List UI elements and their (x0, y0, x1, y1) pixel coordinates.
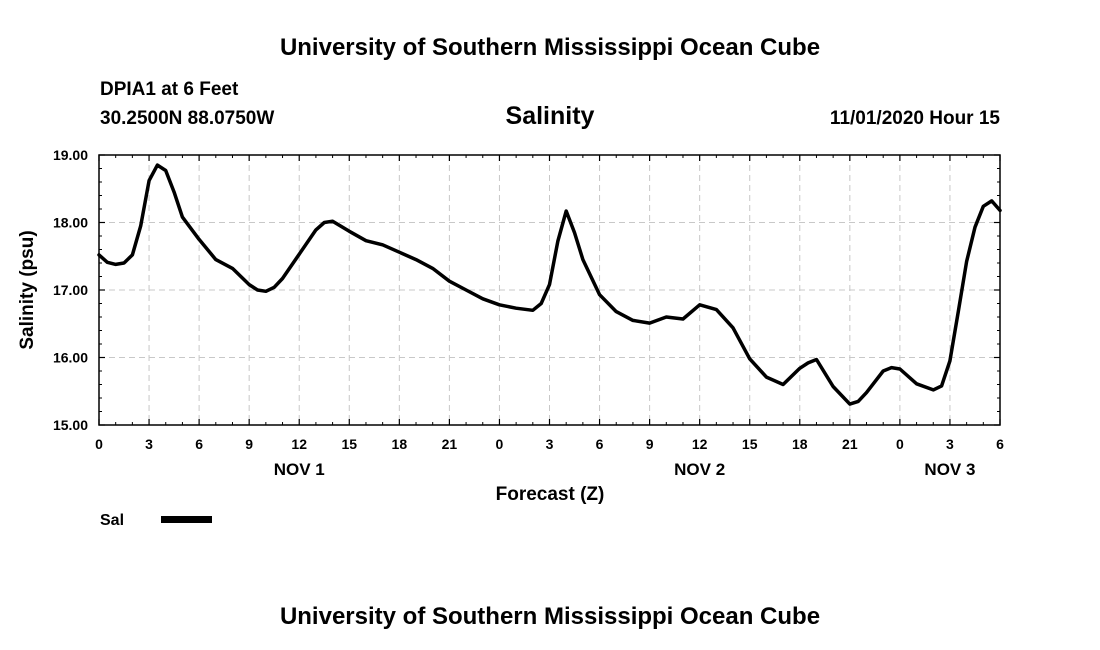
x-tick-label: 9 (646, 436, 654, 452)
x-tick-label: 21 (842, 436, 858, 452)
x-tick-label: 12 (291, 436, 307, 452)
y-tick-label: 18.00 (53, 215, 88, 231)
date-labels: NOV 1 NOV 2 NOV 3 (274, 460, 976, 479)
y-tick-label: 16.00 (53, 350, 88, 366)
chart-title-bottom: University of Southern Mississippi Ocean… (280, 603, 820, 630)
x-tick-label: 3 (946, 436, 954, 452)
series-line-sal (97, 163, 1002, 406)
legend-swatch-sal (161, 516, 212, 523)
legend-label-sal: Sal (100, 512, 124, 529)
x-tick-label: 6 (596, 436, 604, 452)
chart-title-top: University of Southern Mississippi Ocean… (280, 34, 820, 61)
x-tick-label: 21 (442, 436, 458, 452)
y-tick-label: 15.00 (53, 417, 88, 433)
x-tick-label: 3 (546, 436, 554, 452)
y-axis-title: Salinity (psu) (17, 230, 38, 349)
x-tick-label: 15 (341, 436, 357, 452)
grid-lines (99, 155, 1000, 425)
x-tick-label: 15 (742, 436, 758, 452)
x-tick-label: 18 (392, 436, 408, 452)
x-tick-label: 6 (195, 436, 203, 452)
legend: Sal (100, 512, 212, 529)
x-tick-label: 0 (95, 436, 103, 452)
x-ticks: 0 3 6 9 12 15 18 21 0 3 6 9 12 15 18 21 0 3 6 (95, 155, 1004, 452)
coordinates-label: 30.2500N 88.0750W (100, 108, 274, 129)
y-tick-label: 17.00 (53, 282, 88, 298)
station-label: DPIA1 at 6 Feet (100, 79, 239, 100)
x-tick-label: 6 (996, 436, 1004, 452)
y-tick-label: 19.00 (53, 147, 88, 163)
x-tick-label: 12 (692, 436, 708, 452)
x-tick-label: 18 (792, 436, 808, 452)
date-label: NOV 3 (924, 460, 975, 479)
y-ticks: 15.00 16.00 17.00 18.00 19.00 (53, 147, 1000, 433)
x-axis-title: Forecast (Z) (496, 484, 605, 505)
date-label: NOV 1 (274, 460, 325, 479)
x-tick-label: 3 (145, 436, 153, 452)
series-layer (97, 163, 1002, 406)
variable-title: Salinity (506, 102, 595, 130)
x-tick-label: 0 (896, 436, 904, 452)
timestamp-label: 11/01/2020 Hour 15 (830, 108, 1000, 129)
x-tick-label: 9 (245, 436, 253, 452)
date-label: NOV 2 (674, 460, 725, 479)
x-tick-label: 0 (496, 436, 504, 452)
